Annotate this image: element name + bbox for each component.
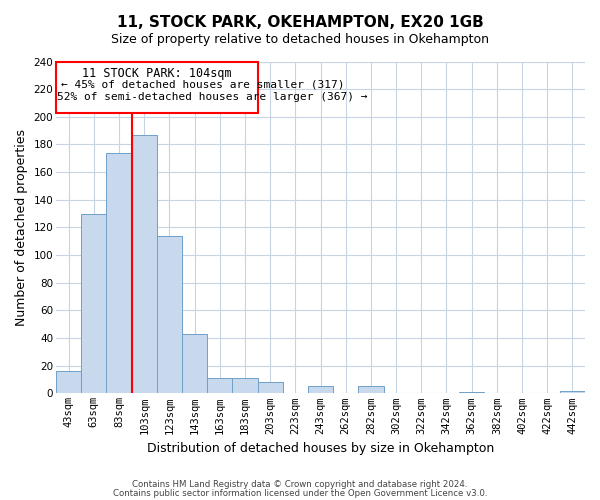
Bar [56, 372, 81, 394]
Bar [358, 386, 383, 394]
Bar [81, 214, 106, 394]
Bar [459, 392, 484, 394]
Text: Size of property relative to detached houses in Okehampton: Size of property relative to detached ho… [111, 32, 489, 46]
Text: 11 STOCK PARK: 104sqm: 11 STOCK PARK: 104sqm [82, 67, 232, 80]
Bar [560, 390, 585, 394]
Bar [207, 378, 232, 394]
Bar [257, 382, 283, 394]
Bar [131, 135, 157, 394]
Bar [308, 386, 333, 394]
Bar [232, 378, 257, 394]
Bar [56, 62, 257, 112]
Text: ← 45% of detached houses are smaller (317): ← 45% of detached houses are smaller (31… [61, 80, 344, 90]
X-axis label: Distribution of detached houses by size in Okehampton: Distribution of detached houses by size … [147, 442, 494, 455]
Bar [157, 236, 182, 394]
Text: 11, STOCK PARK, OKEHAMPTON, EX20 1GB: 11, STOCK PARK, OKEHAMPTON, EX20 1GB [116, 15, 484, 30]
Text: Contains HM Land Registry data © Crown copyright and database right 2024.: Contains HM Land Registry data © Crown c… [132, 480, 468, 489]
Bar [106, 153, 131, 394]
Y-axis label: Number of detached properties: Number of detached properties [15, 129, 28, 326]
Bar [182, 334, 207, 394]
Text: 52% of semi-detached houses are larger (367) →: 52% of semi-detached houses are larger (… [58, 92, 368, 102]
Text: Contains public sector information licensed under the Open Government Licence v3: Contains public sector information licen… [113, 490, 487, 498]
